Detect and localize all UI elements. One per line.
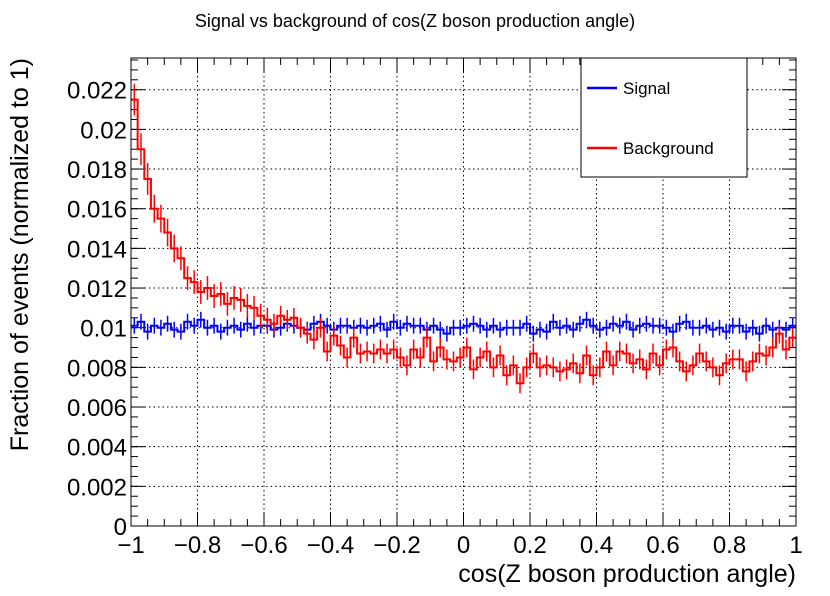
x-tick-label: 1 [789, 532, 802, 559]
y-tick-label: 0.006 [67, 395, 127, 422]
chart-title: Signal vs background of cos(Z boson prod… [195, 11, 635, 31]
y-tick-label: 0.014 [67, 236, 127, 263]
x-tick-label: −1 [117, 532, 144, 559]
y-tick-label: 0.002 [67, 474, 127, 501]
x-tick-label: 0.2 [513, 532, 546, 559]
y-tick-label: 0.02 [80, 117, 127, 144]
y-tick-label: 0.01 [80, 316, 127, 343]
y-tick-labels: 0 0.002 0.004 0.006 0.008 0.01 0.012 0.014 0.016… [67, 78, 127, 541]
x-tick-label: −0.2 [373, 532, 420, 559]
x-tick-label: 0.8 [713, 532, 746, 559]
y-tick-label: 0.012 [67, 276, 127, 303]
y-tick-label: 0 [114, 514, 127, 541]
y-tick-label: 0.018 [67, 157, 127, 184]
legend-box [580, 57, 748, 178]
y-axis-label: Fraction of events (normalized to 1) [6, 58, 34, 451]
x-tick-label: 0.4 [580, 532, 613, 559]
x-axis-label: cos(Z boson production angle) [458, 560, 796, 588]
series-layer [131, 83, 796, 394]
y-tick-label: 0.022 [67, 78, 127, 105]
y-tick-label: 0.004 [67, 435, 127, 462]
series-line-background [131, 98, 796, 385]
series-background [131, 83, 796, 394]
series-line-signal [131, 318, 796, 335]
axis-ticks [130, 58, 797, 527]
legend-signal-label: Signal [623, 79, 670, 98]
plot-frame [130, 57, 797, 527]
legend: Signal Background [580, 57, 748, 178]
y-tick-label: 0.016 [67, 197, 127, 224]
x-tick-label: 0.6 [646, 532, 679, 559]
y-tick-label: 0.008 [67, 355, 127, 382]
x-tick-label: −0.4 [307, 532, 354, 559]
x-tick-label: −0.6 [240, 532, 287, 559]
legend-background-label: Background [623, 139, 714, 158]
x-tick-labels: −1 −0.8 −0.6 −0.4 −0.2 0 0.2 0.4 0.6 0.8 1 [117, 532, 802, 559]
x-tick-label: 0 [457, 532, 470, 559]
x-tick-label: −0.8 [174, 532, 221, 559]
